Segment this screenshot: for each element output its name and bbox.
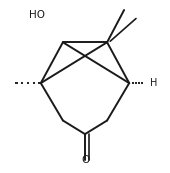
Text: O: O <box>81 155 89 165</box>
Text: HO: HO <box>29 10 45 20</box>
Text: H: H <box>150 78 157 88</box>
